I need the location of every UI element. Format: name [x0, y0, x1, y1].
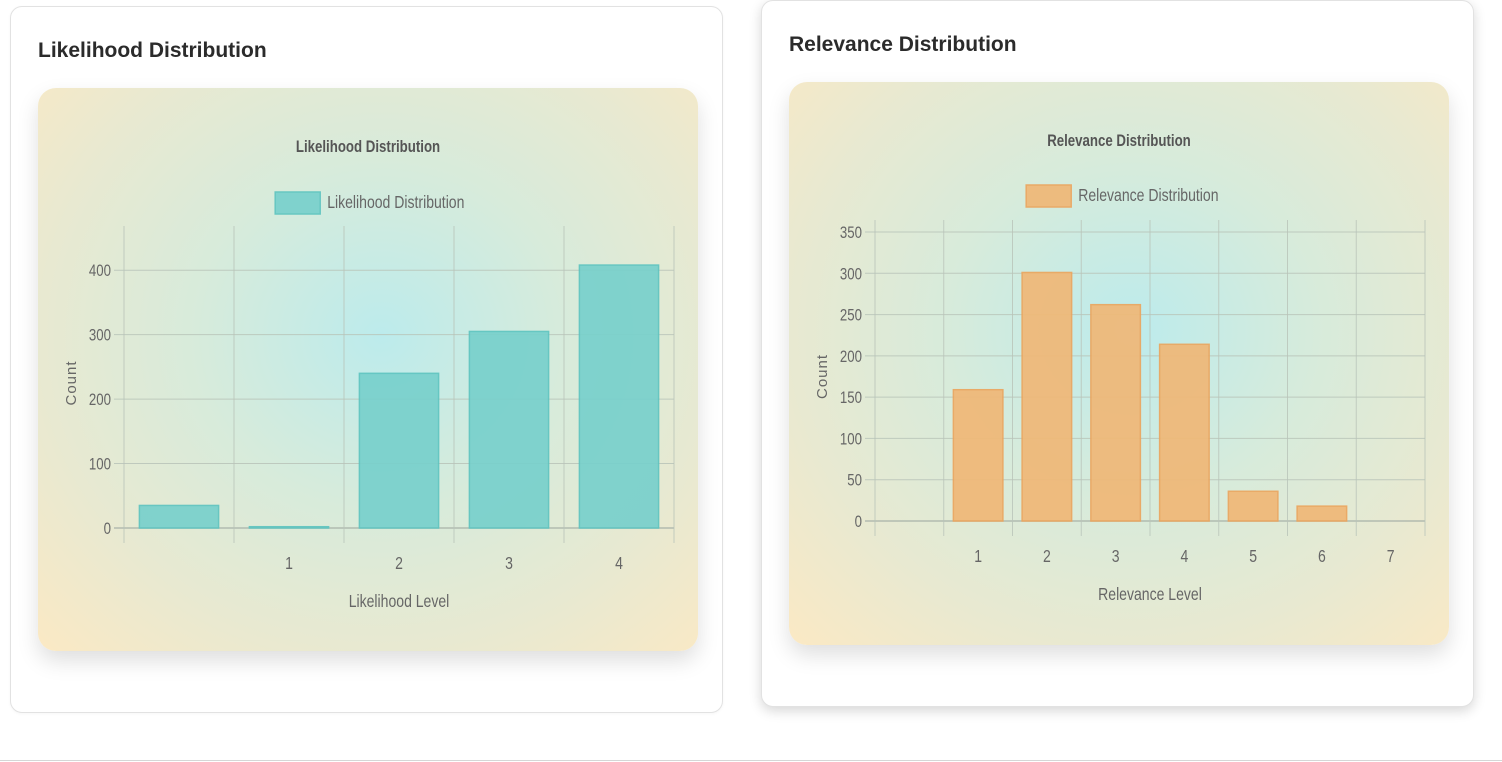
x-axis-label: Likelihood Level: [349, 591, 450, 611]
chart-legend: Likelihood Distribution: [274, 191, 464, 215]
bar: [248, 525, 330, 529]
y-tick-label: 200: [840, 347, 862, 366]
bar: [358, 372, 440, 529]
x-tick-label: 6: [1318, 546, 1326, 566]
y-axis-label: Count: [814, 354, 831, 399]
bar: [952, 388, 1004, 522]
likelihood-card-title: Likelihood Distribution: [38, 39, 267, 62]
chart-title: Likelihood Distribution: [296, 138, 440, 157]
chart-title: Relevance Distribution: [1047, 132, 1191, 151]
y-tick-label: 200: [89, 391, 111, 410]
x-tick-label: 5: [1249, 546, 1257, 566]
y-tick-label: 300: [840, 265, 862, 284]
likelihood-card: Likelihood Distribution Likelihood Distr…: [10, 6, 723, 713]
relevance-chart: Relevance Distribution Relevance Distribu…: [814, 132, 1426, 604]
legend-label: Likelihood Distribution: [327, 192, 464, 212]
likelihood-chart-panel: Likelihood Distribution Likelihood Distri…: [38, 88, 698, 651]
x-tick-label: 1: [285, 553, 293, 573]
x-tick-label: 3: [1112, 546, 1120, 566]
y-tick-label: 0: [855, 513, 862, 532]
relevance-chart-panel: Relevance Distribution Relevance Distribu…: [789, 82, 1449, 645]
bar: [1021, 271, 1073, 522]
x-axis-label: Relevance Level: [1098, 584, 1202, 604]
y-tick-label: 100: [89, 455, 111, 474]
y-tick-label: 250: [840, 306, 862, 325]
bar: [1296, 505, 1348, 522]
bar: [1227, 490, 1279, 522]
y-tick-label: 0: [104, 520, 111, 539]
bottom-divider: [0, 760, 1502, 761]
y-tick-label: 100: [840, 430, 862, 449]
legend-swatch: [1025, 184, 1072, 208]
x-tick-label: 4: [615, 553, 623, 573]
likelihood-chart: Likelihood Distribution Likelihood Distri…: [63, 138, 675, 611]
y-tick-label: 350: [840, 224, 862, 243]
bar: [578, 264, 660, 529]
bar: [1158, 343, 1210, 522]
legend-swatch: [274, 191, 321, 215]
x-tick-label: 4: [1180, 546, 1188, 566]
chart-legend: Relevance Distribution: [1025, 184, 1219, 208]
x-tick-label: 2: [1043, 546, 1051, 566]
x-tick-label: 7: [1387, 546, 1395, 566]
y-tick-label: 150: [840, 389, 862, 408]
x-tick-label: 3: [505, 553, 513, 573]
y-tick-label: 400: [89, 262, 111, 281]
relevance-card-title: Relevance Distribution: [789, 33, 1017, 56]
y-axis-label: Count: [63, 360, 80, 405]
relevance-card: Relevance Distribution Relevance Distrib…: [761, 0, 1474, 707]
legend-label: Relevance Distribution: [1078, 185, 1218, 205]
bar: [468, 330, 550, 529]
bar: [1090, 303, 1142, 522]
bar: [138, 504, 220, 529]
y-tick-label: 300: [89, 326, 111, 345]
x-tick-label: 2: [395, 553, 403, 573]
x-tick-label: 1: [974, 546, 982, 566]
y-tick-label: 50: [847, 471, 862, 490]
